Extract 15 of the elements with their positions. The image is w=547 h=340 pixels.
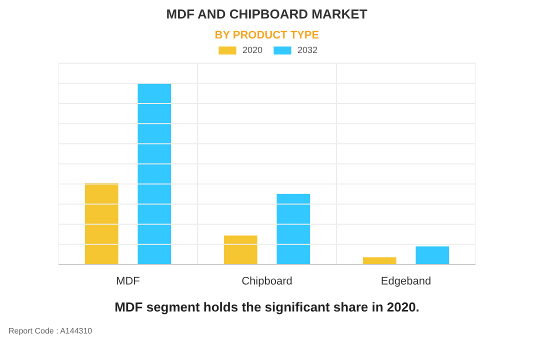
chart-title: MDF AND CHIPBOARD MARKET [166, 6, 368, 22]
text: MDF segment holds the significant share in 2020. [114, 300, 420, 314]
legend-label: 2020 [242, 45, 262, 55]
legend-label: 2032 [298, 45, 318, 55]
bar [362, 257, 396, 264]
bar [224, 236, 258, 264]
text: Report Code : A144310 [8, 326, 93, 336]
bar [416, 246, 450, 264]
bar [138, 83, 172, 264]
bar [84, 182, 118, 264]
x-tick-label: Edgeband [380, 276, 432, 288]
chart-subtitle: BY PRODUCT TYPE [214, 30, 320, 42]
x-tick-label: MDF [116, 276, 140, 288]
x-tick-label: Chipboard [242, 276, 292, 288]
bar [276, 194, 310, 264]
